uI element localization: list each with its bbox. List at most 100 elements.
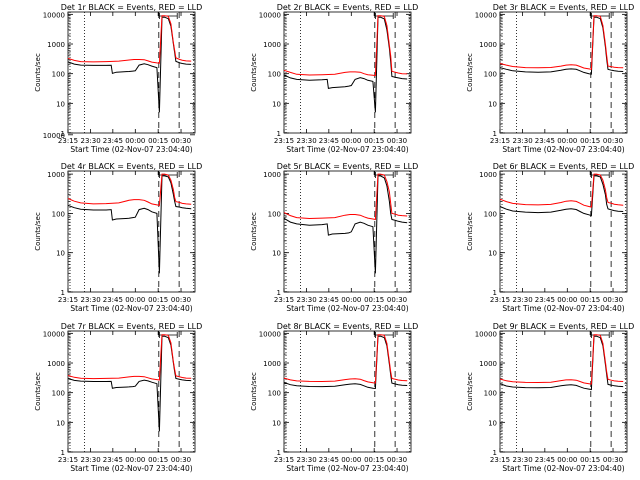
events-series-line	[499, 16, 624, 75]
lld-series-line	[499, 15, 624, 70]
chart-panel-7: Det 7r BLACK = Events, RED = LLD 1 10 100 10…	[34, 322, 202, 473]
x-tick-label: 00:30	[603, 456, 623, 464]
x-tick-label: 00:30	[387, 296, 407, 304]
lld-series-line	[67, 15, 192, 64]
x-tick-label: 23:45	[319, 456, 339, 464]
x-axis-label: Start Time (02-Nov-07 23:04:40)	[70, 464, 192, 473]
y-tick-label: 10000	[475, 330, 497, 338]
y-tick-label: 1000	[263, 360, 281, 368]
x-tick-label: 00:30	[387, 137, 407, 145]
lld-series-line	[283, 15, 408, 77]
x-tick-label: 23:15	[490, 456, 510, 464]
x-tick-label: 23:30	[297, 456, 317, 464]
y-axis-label: Counts/sec	[34, 212, 42, 251]
x-tick-label: 23:15	[58, 296, 78, 304]
y-tick-label: 10	[272, 419, 281, 427]
lld-series-line	[67, 334, 192, 381]
y-tick-label: 1000	[47, 41, 65, 49]
y-tick-label: 1000	[479, 360, 497, 368]
x-axis-label: Start Time (02-Nov-07 23:04:40)	[502, 304, 624, 313]
lld-series-line	[499, 334, 624, 385]
x-tick-label: 00:30	[387, 456, 407, 464]
y-tick-label: 10000	[259, 11, 281, 19]
y-tick-label: 100	[268, 210, 281, 218]
plot-frame	[499, 11, 628, 134]
x-tick-label: 00:00	[341, 137, 361, 145]
y-tick-label: 1	[493, 449, 497, 457]
chart-panel-1: Det 1r BLACK = Events, RED = LLD 1 10 100 10…	[34, 3, 202, 154]
events-series-line	[67, 335, 192, 432]
events-series-line	[67, 16, 192, 113]
x-tick-label: 23:15	[274, 296, 294, 304]
x-tick-label: 00:00	[557, 296, 577, 304]
chart-panel-8: Det 8r BLACK = Events, RED = LLD 1 10 100 10…	[250, 322, 418, 473]
events-series-line	[499, 335, 624, 391]
lld-series-line	[499, 173, 624, 208]
x-tick-label: 23:45	[103, 296, 123, 304]
chart-title: Det 6r BLACK = Events, RED = LLD	[493, 162, 635, 171]
plot-frame	[283, 330, 412, 453]
x-tick-label: 00:30	[603, 296, 623, 304]
x-tick-label: 23:30	[297, 296, 317, 304]
y-tick-label: 10000	[43, 132, 65, 140]
y-tick-label: 100	[52, 210, 65, 218]
events-series-line	[283, 16, 408, 113]
y-tick-label: 1000	[47, 360, 65, 368]
chart-title: Det 8r BLACK = Events, RED = LLD	[277, 322, 419, 331]
chart-title: Det 9r BLACK = Events, RED = LLD	[493, 322, 635, 331]
x-tick-label: 23:15	[490, 296, 510, 304]
y-tick-label: 10	[488, 100, 497, 108]
y-tick-label: 10	[488, 419, 497, 427]
y-tick-label: 100	[52, 390, 65, 398]
x-tick-label: 23:45	[535, 296, 555, 304]
plot-frame	[283, 170, 412, 293]
x-tick-label: 00:15	[148, 296, 168, 304]
x-tick-label: 23:15	[490, 137, 510, 145]
plot-frame	[499, 170, 628, 293]
x-axis-label: Start Time (02-Nov-07 23:04:40)	[286, 464, 408, 473]
plot-frame	[67, 11, 196, 134]
y-tick-label: 10	[488, 250, 497, 258]
plot-frame	[67, 170, 196, 293]
y-tick-label: 100	[484, 71, 497, 79]
x-tick-label: 00:30	[171, 137, 191, 145]
y-tick-label: 100	[52, 71, 65, 79]
events-series-line	[499, 175, 624, 217]
y-tick-label: 10	[56, 100, 65, 108]
plot-frame	[283, 11, 412, 134]
y-tick-label: 1	[493, 289, 497, 297]
y-tick-label: 1000	[479, 41, 497, 49]
plot-frame	[499, 330, 628, 453]
x-tick-label: 23:15	[58, 456, 78, 464]
chart-title: Det 1r BLACK = Events, RED = LLD	[61, 3, 203, 12]
y-tick-label: 100	[484, 390, 497, 398]
x-tick-label: 00:00	[557, 137, 577, 145]
y-tick-label: 10	[272, 250, 281, 258]
chart-title: Det 5r BLACK = Events, RED = LLD	[277, 162, 419, 171]
y-axis-label: Counts/sec	[250, 372, 258, 411]
x-tick-label: 23:15	[274, 137, 294, 145]
y-tick-label: 1	[277, 130, 281, 138]
x-axis-label: Start Time (02-Nov-07 23:04:40)	[70, 304, 192, 313]
x-tick-label: 00:00	[557, 456, 577, 464]
y-tick-label: 100	[268, 390, 281, 398]
y-tick-label: 1000	[263, 41, 281, 49]
y-tick-label: 10000	[475, 11, 497, 19]
x-tick-label: 23:45	[319, 137, 339, 145]
x-tick-label: 23:30	[513, 137, 533, 145]
x-tick-label: 00:00	[341, 296, 361, 304]
lld-series-line	[283, 173, 408, 221]
x-tick-label: 23:45	[103, 137, 123, 145]
x-tick-label: 23:45	[103, 456, 123, 464]
chart-title: Det 2r BLACK = Events, RED = LLD	[277, 3, 419, 12]
x-axis-label: Start Time (02-Nov-07 23:04:40)	[286, 304, 408, 313]
y-axis-label: Counts/sec	[466, 372, 474, 411]
chart-title: Det 3r BLACK = Events, RED = LLD	[493, 3, 635, 12]
x-tick-label: 23:30	[297, 137, 317, 145]
x-tick-label: 23:30	[81, 137, 101, 145]
y-axis-label: Counts/sec	[34, 53, 42, 92]
y-tick-label: 100	[268, 71, 281, 79]
x-tick-label: 00:00	[341, 456, 361, 464]
x-tick-label: 00:15	[580, 296, 600, 304]
y-tick-label: 1	[277, 449, 281, 457]
